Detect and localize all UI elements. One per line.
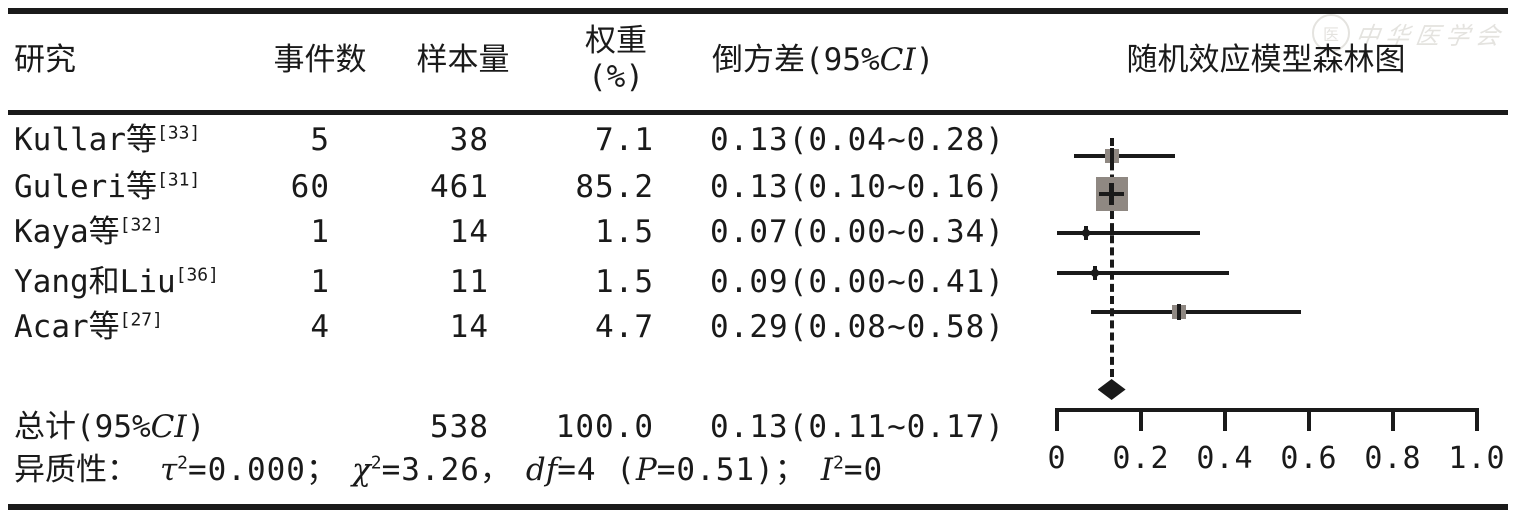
x-axis-tick-label: 0.4	[1196, 441, 1254, 476]
col-header-sample: 样本量	[416, 42, 510, 78]
study-name: Kaya等	[14, 214, 120, 250]
ci-value: 0.29(0.08∼0.58)	[710, 309, 1005, 345]
weight-value: 4.7	[595, 309, 654, 345]
watermark: 医 中华医学会	[1312, 14, 1508, 52]
x-axis-line	[1055, 408, 1479, 412]
ci-line	[1057, 231, 1200, 235]
marker-cross-v	[1109, 148, 1114, 164]
weight-value: 1.5	[595, 214, 654, 250]
pooled-diamond	[1097, 379, 1126, 400]
tau-value: =0.000；	[187, 452, 338, 488]
study-ref: [31]	[156, 169, 201, 191]
ci-line	[1057, 271, 1230, 275]
weight-value: 1.5	[595, 264, 654, 300]
watermark-logo-icon: 医	[1312, 14, 1350, 52]
sample-value: 38	[449, 122, 489, 158]
x-axis-tick	[1391, 408, 1395, 431]
weight-value: 85.2	[575, 169, 654, 205]
x-axis-tick-label: 0	[1047, 441, 1067, 476]
total-label: 总计(95%CI)	[14, 406, 205, 448]
tau-exponent: 2	[177, 452, 188, 474]
study-label: Kullar等[33]	[14, 119, 200, 161]
col-header-invvar-ci: CI	[879, 42, 916, 78]
p-symbol: P	[635, 452, 657, 488]
ci-line	[1073, 154, 1175, 158]
total-sample-value: 538	[430, 409, 489, 445]
study-ref: [32]	[119, 214, 163, 236]
weight-value: 7.1	[595, 122, 654, 158]
study-name: Yang和Liu	[14, 264, 176, 300]
study-ref: [33]	[156, 122, 201, 144]
study-label: Guleri等[31]	[14, 166, 200, 208]
chi-exponent: 2	[370, 452, 382, 474]
ci-value: 0.13(0.04∼0.28)	[710, 122, 1005, 158]
events-value: 5	[310, 122, 330, 158]
x-axis-tick	[1139, 408, 1143, 431]
chi-value: =3.26，	[381, 452, 512, 488]
total-label-pre: 总计(95%	[14, 409, 151, 445]
events-value: 1	[310, 214, 330, 250]
ci-value: 0.07(0.00∼0.34)	[710, 214, 1005, 250]
x-axis-tick	[1307, 408, 1311, 431]
sample-value: 14	[449, 214, 489, 250]
marker-cross-v	[1108, 183, 1114, 205]
x-axis-tick	[1475, 408, 1479, 431]
study-name: Kullar等	[14, 122, 157, 158]
bottom-rule	[8, 504, 1508, 510]
top-rule	[8, 8, 1508, 14]
total-label-post: )	[186, 409, 206, 445]
events-value: 4	[310, 309, 330, 345]
study-name: Acar等	[14, 309, 120, 345]
chi-symbol: χ	[351, 452, 371, 488]
x-axis-tick	[1223, 408, 1227, 431]
total-ci-value: 0.13(0.11∼0.17)	[710, 409, 1005, 445]
marker-tick	[1084, 226, 1089, 240]
df-value: =4 (	[557, 452, 636, 488]
study-label: Yang和Liu[36]	[14, 261, 219, 303]
p-value: =0.51)；	[656, 452, 807, 488]
i-exponent: 2	[833, 452, 844, 474]
pooled-estimate-dashed-line	[1109, 138, 1114, 377]
col-header-invvar: 倒方差(95%CI)	[712, 39, 934, 81]
study-ref: [27]	[119, 309, 163, 331]
marker-cross-v	[1176, 304, 1181, 320]
col-header-study: 研究	[14, 42, 76, 78]
total-label-ci: CI	[150, 409, 187, 445]
ci-value: 0.13(0.10∼0.16)	[710, 169, 1005, 205]
col-header-weight: 权重	[585, 23, 647, 59]
marker-tick	[1092, 266, 1097, 280]
heterogeneity-stats: 异质性： τ2=0.000； χ2=3.26， df=4 (P=0.51)； I2=0	[14, 449, 883, 491]
heterogeneity-label: 异质性：	[14, 452, 138, 488]
col-header-weight-unit: (%)	[588, 59, 644, 95]
x-axis-tick-label: 0.8	[1364, 441, 1422, 476]
study-label: Acar等[27]	[14, 306, 163, 348]
x-axis-tick-label: 0.2	[1112, 441, 1170, 476]
x-axis-tick-label: 1.0	[1448, 441, 1506, 476]
events-value: 1	[310, 264, 330, 300]
df-symbol: df	[525, 452, 558, 488]
i-symbol: I	[820, 452, 833, 488]
col-header-invvar-post: )	[915, 42, 935, 78]
col-header-events: 事件数	[273, 42, 367, 78]
sample-value: 11	[449, 264, 489, 300]
sample-value: 461	[430, 169, 489, 205]
x-axis-tick	[1055, 408, 1059, 431]
ci-line	[1090, 310, 1301, 314]
study-label: Kaya等[32]	[14, 211, 163, 253]
sample-value: 14	[449, 309, 489, 345]
header-rule	[8, 110, 1508, 115]
events-value: 60	[290, 169, 330, 205]
i-value: =0	[843, 452, 884, 488]
tau-symbol: τ	[160, 452, 178, 488]
study-name: Guleri等	[14, 169, 157, 205]
total-weight-value: 100.0	[555, 409, 654, 445]
col-header-forest: 随机效应模型森林图	[1126, 42, 1406, 78]
x-axis-tick-label: 0.6	[1280, 441, 1338, 476]
col-header-invvar-pre: 倒方差(95%	[712, 42, 880, 78]
ci-value: 0.09(0.00∼0.41)	[710, 264, 1005, 300]
study-ref: [36]	[175, 264, 219, 286]
